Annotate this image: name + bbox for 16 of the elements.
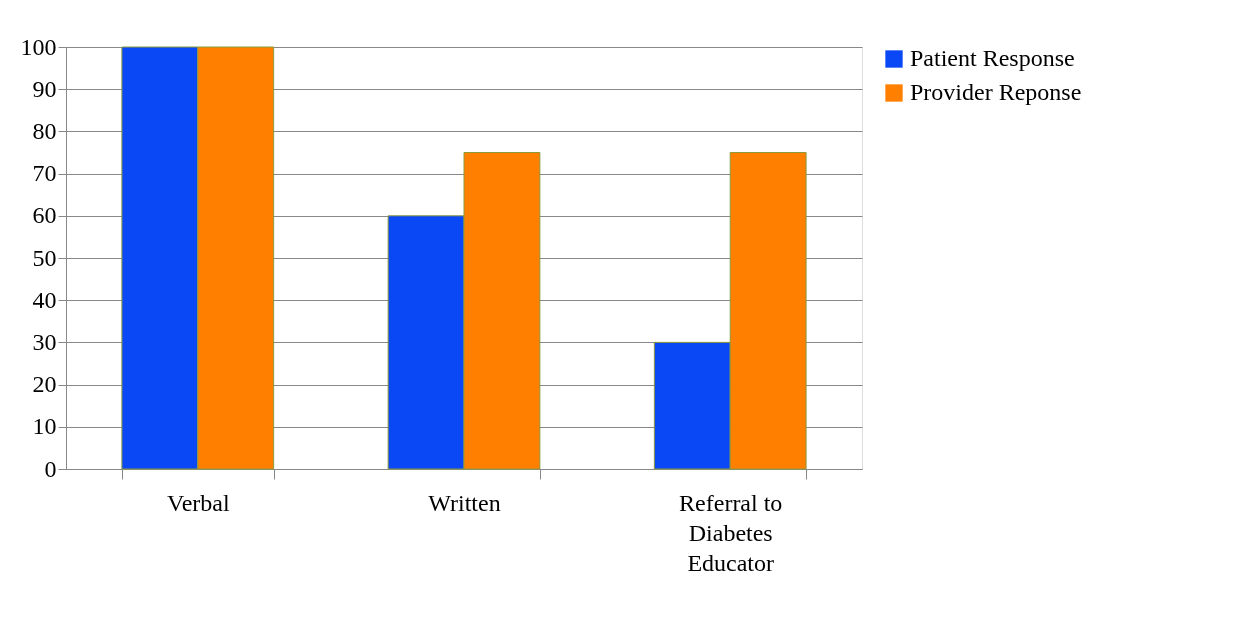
y-tick-label: 70 (32, 160, 57, 187)
y-tick-label: 0 (44, 455, 57, 482)
y-tick-label: 100 (20, 33, 57, 60)
y-tick-label: 60 (32, 202, 57, 229)
y-tick-label: 80 (32, 117, 57, 144)
x-tick-label: Verbal (166, 489, 230, 516)
y-tick-label: 40 (32, 286, 57, 313)
legend-label: Patient Response (910, 45, 1075, 71)
y-tick-label: 30 (32, 328, 57, 355)
x-tick-label: Written (428, 489, 501, 516)
y-tick-label: 20 (32, 371, 57, 398)
legend-label: Provider Reponse (910, 79, 1082, 105)
y-tick-label: 50 (32, 244, 57, 271)
x-tick-label: Referral to Diabetes Educator (679, 489, 783, 576)
y-tick-label: 90 (32, 75, 57, 102)
y-tick-label: 10 (32, 413, 57, 440)
